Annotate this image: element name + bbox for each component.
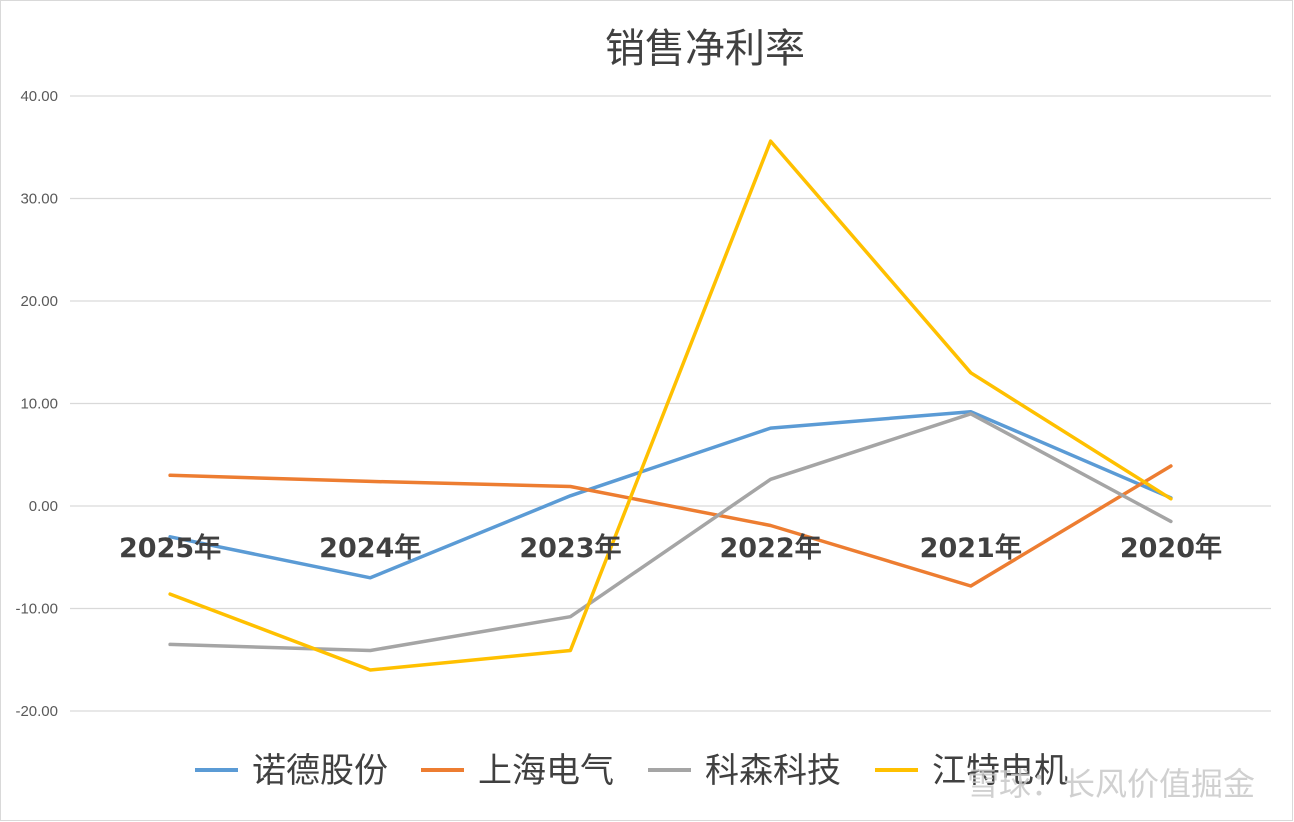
series-line: [168, 412, 1173, 653]
x-tick-label: 2023年: [519, 532, 621, 564]
legend-item: 江特电机: [875, 751, 1068, 791]
x-tick-label: 2020年: [1120, 532, 1222, 564]
legend-label: 江特电机: [932, 751, 1068, 791]
legend-item: 上海电气: [421, 751, 614, 791]
y-tick-label: 10.00: [20, 396, 58, 413]
y-tick-label: 0.00: [29, 498, 58, 515]
y-tick-label: -20.00: [15, 703, 58, 720]
series-line: [168, 139, 1173, 672]
x-tick-label: 2021年: [920, 532, 1022, 564]
legend: 诺德股份 上海电气 科森科技 江特电机: [195, 751, 1068, 791]
series-line: [168, 409, 1173, 580]
y-axis-labels: 40.00 30.00 20.00 10.00 0.00 -10.00 -20.00: [15, 88, 58, 720]
gridlines: [70, 95, 1271, 712]
legend-item: 科森科技: [648, 751, 841, 791]
x-axis-labels: 2025年 2024年 2023年 2022年 2021年 2020年: [119, 532, 1222, 564]
legend-item: 诺德股份: [195, 751, 388, 791]
y-tick-label: 40.00: [20, 88, 58, 105]
y-tick-label: 30.00: [20, 191, 58, 208]
series-line: [168, 464, 1173, 588]
chart-title: 销售净利率: [605, 26, 805, 72]
legend-label: 诺德股份: [252, 751, 388, 791]
watermark-text: 雪球：长风价值掘金: [967, 765, 1255, 803]
x-tick-label: 2022年: [720, 532, 822, 564]
legend-label: 上海电气: [478, 751, 614, 791]
y-tick-label: 20.00: [20, 293, 58, 310]
y-tick-label: -10.00: [15, 601, 58, 618]
x-tick-label: 2025年: [119, 532, 221, 564]
x-tick-label: 2024年: [319, 532, 421, 564]
legend-label: 科森科技: [705, 751, 841, 791]
series-lines: [168, 139, 1173, 672]
